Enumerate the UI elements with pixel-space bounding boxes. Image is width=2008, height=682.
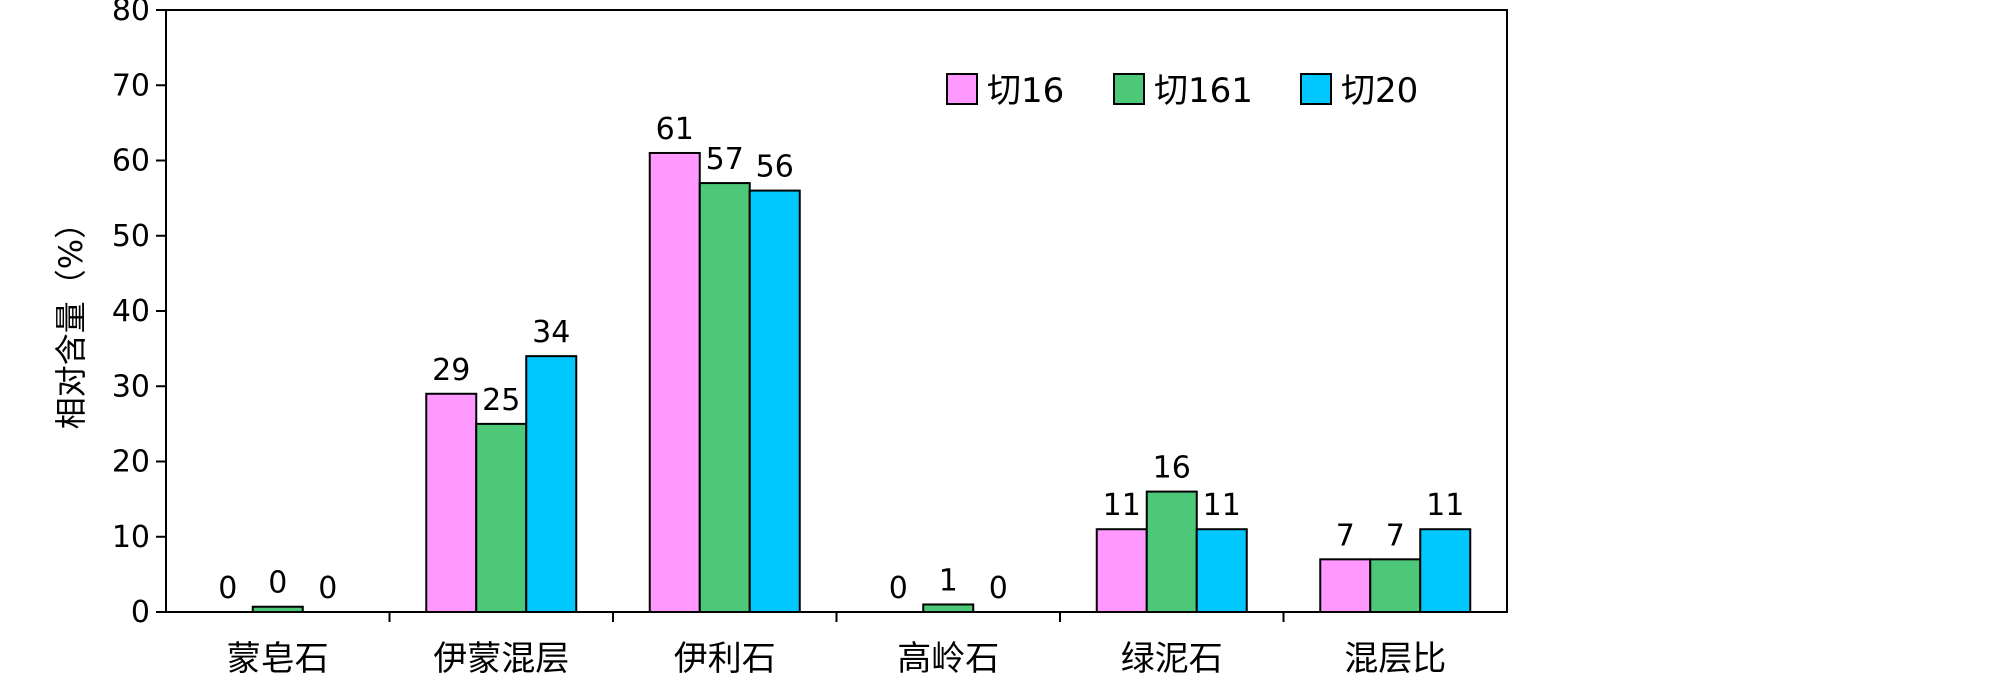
data-label: 7 xyxy=(1336,518,1355,553)
bar xyxy=(425,392,478,613)
bar xyxy=(1419,528,1472,613)
data-label: 34 xyxy=(532,315,570,350)
legend-entry-label: 切161 xyxy=(1154,71,1253,111)
bar xyxy=(251,605,304,613)
y-tick-label: 50 xyxy=(112,219,150,254)
data-label: 11 xyxy=(1426,488,1464,523)
bar xyxy=(1195,528,1248,613)
data-label: 56 xyxy=(756,150,794,185)
data-label: 57 xyxy=(706,142,744,177)
legend-swatch xyxy=(1300,73,1332,105)
x-category-label: 伊蒙混层 xyxy=(433,639,569,677)
data-label: 0 xyxy=(318,571,337,606)
bar xyxy=(922,603,975,613)
bar xyxy=(1319,558,1372,614)
legend-swatch xyxy=(1113,73,1145,105)
legend-entry-label: 切16 xyxy=(987,71,1064,111)
data-label: 0 xyxy=(989,571,1008,606)
data-label: 61 xyxy=(656,112,694,147)
y-tick-label: 20 xyxy=(112,445,150,480)
bar xyxy=(1095,528,1148,613)
x-category-label: 绿泥石 xyxy=(1121,639,1223,677)
data-label: 16 xyxy=(1153,451,1191,486)
data-label: 29 xyxy=(432,353,470,388)
legend-entry-label: 切20 xyxy=(1341,71,1418,111)
data-label: 0 xyxy=(268,566,287,601)
x-category-label: 蒙皂石 xyxy=(227,639,329,677)
data-label: 0 xyxy=(218,571,237,606)
bar xyxy=(698,182,751,613)
bar xyxy=(748,189,801,613)
data-label: 11 xyxy=(1103,488,1141,523)
x-category-label: 伊利石 xyxy=(674,639,776,677)
data-label: 7 xyxy=(1386,518,1405,553)
y-tick-label: 40 xyxy=(112,294,150,329)
y-tick-label: 0 xyxy=(131,595,150,630)
y-tick-label: 80 xyxy=(112,0,150,28)
bar xyxy=(525,355,578,613)
x-category-label: 高岭石 xyxy=(897,639,999,677)
data-label: 1 xyxy=(939,563,958,598)
y-tick-label: 70 xyxy=(112,68,150,103)
x-category-label: 混层比 xyxy=(1344,639,1446,677)
bar xyxy=(648,151,701,613)
y-tick-label: 60 xyxy=(112,144,150,179)
y-tick-label: 10 xyxy=(112,520,150,555)
bar xyxy=(1369,558,1422,614)
data-label: 0 xyxy=(889,571,908,606)
legend-swatch xyxy=(946,73,978,105)
data-label: 25 xyxy=(482,383,520,418)
bar xyxy=(475,422,528,613)
y-axis-label: 相对含量（%） xyxy=(52,207,90,429)
y-tick-label: 30 xyxy=(112,369,150,404)
bar xyxy=(1145,490,1198,614)
data-label: 11 xyxy=(1203,488,1241,523)
